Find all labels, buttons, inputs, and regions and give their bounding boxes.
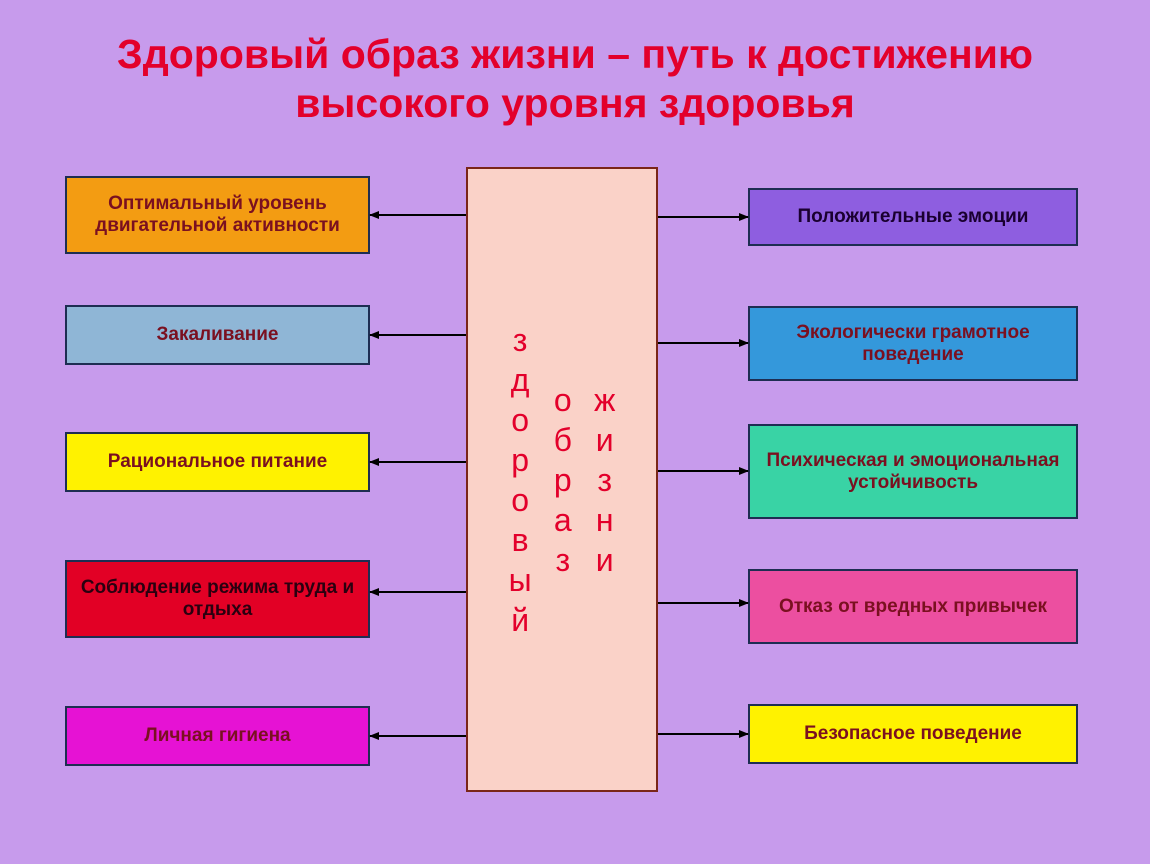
box-label: Соблюдение режима труда и отдыха [75,577,360,621]
box-label: Экологически грамотное поведение [758,322,1068,366]
box-label: Оптимальный уровень двигательной активно… [75,193,360,237]
box-label: Положительные эмоции [798,206,1029,228]
right-box-emotions: Положительные эмоции [748,188,1078,246]
box-label: Психическая и эмоциональная устойчивость [758,450,1068,494]
center-word: образ [554,380,572,580]
center-word: жизни [594,380,615,580]
left-box-hardening: Закаливание [65,305,370,365]
left-box-activity: Оптимальный уровень двигательной активно… [65,176,370,254]
left-box-hygiene: Личная гигиена [65,706,370,766]
center-word: здоровый [509,320,532,640]
center-box: здоровый образ жизни [466,167,658,792]
box-label: Безопасное поведение [804,723,1022,745]
left-box-nutrition: Рациональное питание [65,432,370,492]
right-box-safety: Безопасное поведение [748,704,1078,764]
box-label: Закаливание [156,324,278,346]
right-box-habits: Отказ от вредных привычек [748,569,1078,644]
page-title: Здоровый образ жизни – путь к достижению… [75,30,1075,128]
center-text: здоровый образ жизни [509,320,616,640]
right-box-ecology: Экологически грамотное поведение [748,306,1078,381]
right-box-stability: Психическая и эмоциональная устойчивость [748,424,1078,519]
left-box-regimen: Соблюдение режима труда и отдыха [65,560,370,638]
box-label: Рациональное питание [108,451,327,473]
box-label: Личная гигиена [144,725,290,747]
box-label: Отказ от вредных привычек [779,596,1047,618]
